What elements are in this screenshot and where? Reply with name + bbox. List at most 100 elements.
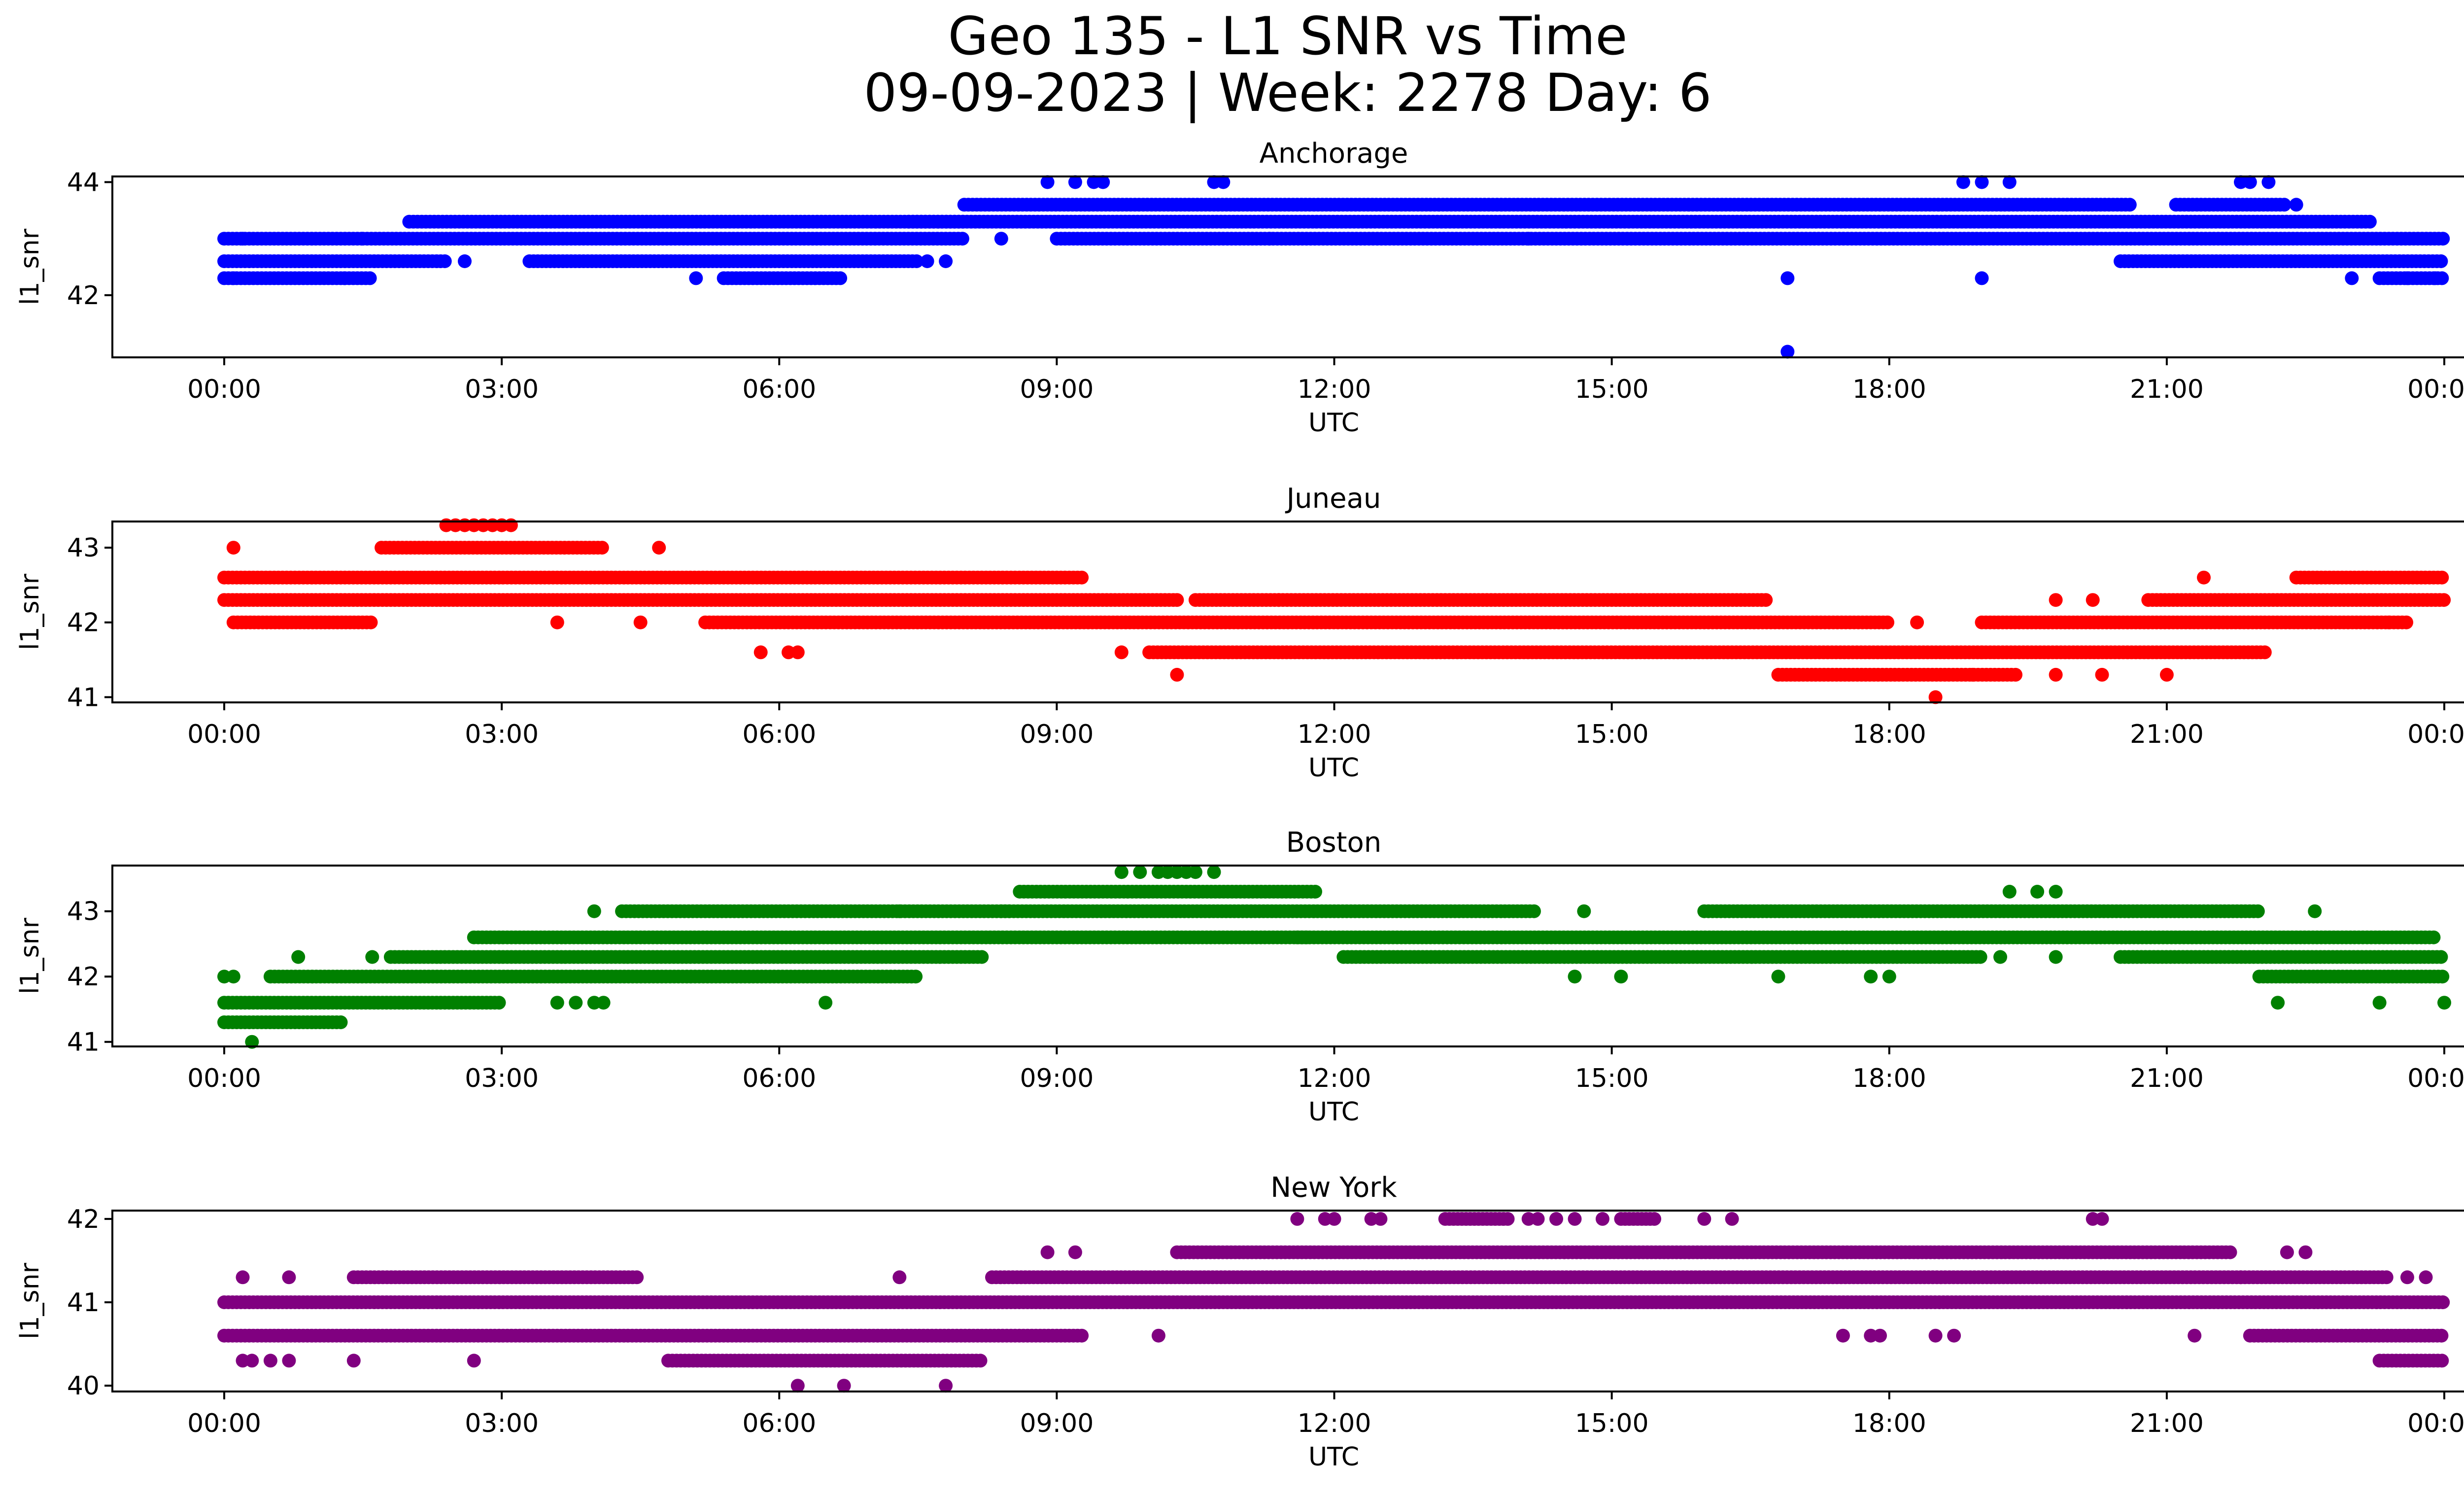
data-point: [2243, 175, 2257, 189]
data-point: [790, 645, 805, 660]
data-point: [334, 1015, 348, 1029]
data-point: [2277, 198, 2292, 212]
data-point: [2122, 198, 2137, 212]
data-point: [920, 254, 934, 268]
data-point: [1910, 615, 1924, 629]
x-tick-label: 18:00: [1852, 1064, 1926, 1093]
data-point: [689, 271, 703, 285]
data-point: [291, 950, 306, 964]
data-point: [338, 271, 351, 285]
data-point: [910, 254, 924, 268]
data-point: [1973, 950, 1987, 964]
data-point: [1577, 904, 1591, 918]
data-point: [833, 271, 848, 285]
x-tick-label: 21:00: [2130, 1064, 2204, 1093]
x-tick-label: 15:00: [1575, 720, 1649, 749]
y-axis-label: l1_snr: [15, 917, 45, 994]
y-tick-label: 43: [67, 897, 100, 927]
data-point: [753, 645, 768, 660]
x-tick-label: 18:00: [1852, 375, 1926, 404]
x-tick-label: 00:00: [187, 375, 261, 404]
data-point: [1114, 865, 1129, 879]
y-tick-label: 44: [67, 168, 100, 197]
data-point: [2049, 593, 2063, 607]
data-point: [2261, 175, 2276, 189]
data-point: [595, 541, 609, 555]
scatter-points: [217, 1212, 2450, 1393]
data-point: [1040, 175, 1055, 189]
y-tick-label: 43: [67, 533, 100, 563]
x-tick-label: 06:00: [742, 375, 816, 404]
data-point: [1216, 175, 1231, 189]
data-point: [2308, 904, 2322, 918]
x-tick-label: 09:00: [1020, 375, 1094, 404]
data-point: [2086, 593, 2100, 607]
data-point: [2427, 930, 2441, 944]
data-point: [2434, 254, 2448, 268]
data-point: [550, 615, 564, 629]
data-point: [1096, 175, 1110, 189]
x-tick-label: 09:00: [1020, 720, 1094, 749]
data-point: [1759, 593, 1773, 607]
data-point: [2095, 667, 2109, 682]
data-point: [1568, 970, 1582, 984]
data-point: [587, 904, 601, 918]
data-point: [2435, 570, 2449, 585]
data-point: [1308, 885, 1322, 899]
data-point: [955, 232, 969, 246]
data-point: [2002, 175, 2017, 189]
x-axis-label: UTC: [1308, 1097, 1359, 1127]
x-tick-label: 03:00: [465, 1064, 539, 1093]
data-point: [363, 271, 377, 285]
data-point: [1188, 865, 1202, 879]
subplot-title: Boston: [1286, 827, 1382, 859]
subplot-title: Anchorage: [1260, 138, 1408, 170]
data-point: [1170, 667, 1184, 682]
x-tick-label: 21:00: [2130, 720, 2204, 749]
data-point: [1882, 970, 1896, 984]
subplot-title: Juneau: [1285, 483, 1381, 515]
data-point: [1207, 865, 1221, 879]
data-point: [939, 254, 953, 268]
data-point: [2399, 615, 2413, 629]
data-point: [2428, 271, 2442, 285]
x-tick-label: 00:00: [2407, 375, 2464, 404]
data-point: [1956, 175, 1970, 189]
x-tick-label: 00:00: [2407, 1064, 2464, 1093]
data-point: [236, 232, 250, 246]
data-point: [2009, 667, 2022, 682]
x-tick-label: 09:00: [1020, 1064, 1094, 1093]
data-point: [1133, 865, 1147, 879]
data-point: [2197, 570, 2211, 585]
data-point: [2049, 950, 2063, 964]
data-point: [2400, 271, 2414, 285]
scatter-points: [217, 175, 2450, 359]
data-point: [909, 970, 923, 984]
data-point: [1075, 570, 1089, 585]
data-point: [1975, 645, 1989, 660]
data-point: [365, 950, 379, 964]
data-point: [1864, 970, 1878, 984]
data-point: [1114, 645, 1129, 660]
data-point: [652, 541, 666, 555]
data-point: [1993, 950, 2007, 964]
data-point: [2382, 615, 2396, 629]
data-point: [226, 271, 240, 285]
x-tick-label: 18:00: [1852, 720, 1926, 749]
y-tick-label: 41: [67, 683, 100, 712]
data-point: [2049, 667, 2063, 682]
x-tick-label: 12:00: [1298, 720, 1371, 749]
data-point: [550, 996, 564, 1010]
data-point: [2289, 198, 2303, 212]
x-tick-label: 15:00: [1575, 375, 1649, 404]
x-tick-label: 12:00: [1298, 375, 1371, 404]
data-point: [633, 615, 648, 629]
data-point: [458, 254, 472, 268]
subplot-title: New York: [1270, 1172, 1397, 1204]
data-point: [1975, 175, 1989, 189]
